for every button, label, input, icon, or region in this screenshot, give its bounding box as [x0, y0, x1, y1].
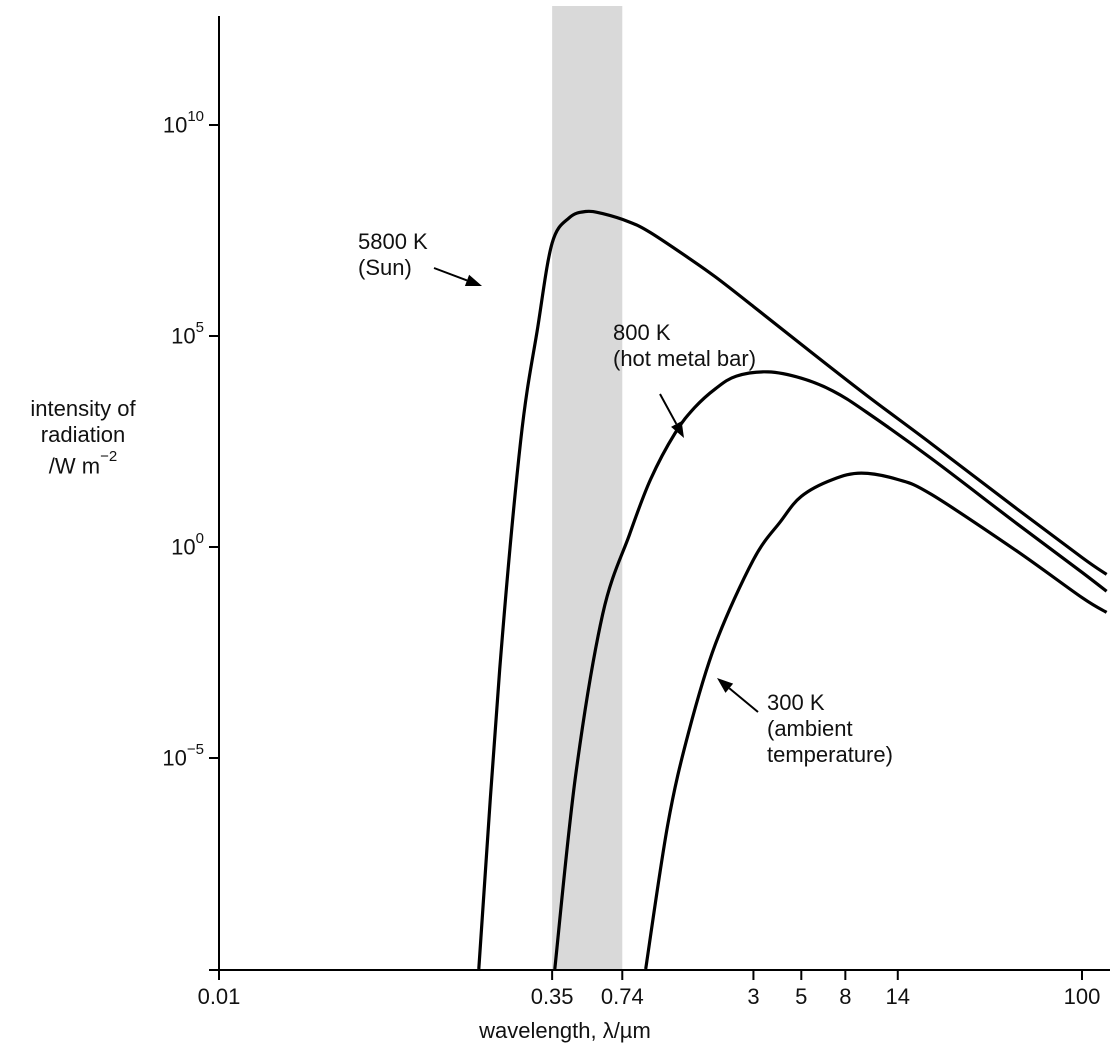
y-tick-base: 10	[171, 534, 196, 560]
annotation-5800k-temp: 5800 K	[358, 229, 428, 254]
x-tick-label: 3	[747, 984, 760, 1009]
y-tick-marks	[209, 124, 219, 759]
y-tick-exponent: −5	[186, 741, 204, 758]
annotation-800k-temp: 800 K	[613, 320, 671, 345]
x-tick-label: 8	[839, 984, 852, 1009]
arrow-5800k	[433, 267, 482, 286]
x-tick-label: 0.74	[600, 984, 644, 1009]
annotation-300k-desc-2: temperature)	[767, 742, 893, 767]
x-tick-label: 100	[1063, 984, 1101, 1009]
curve-800k	[553, 370, 1108, 970]
y-axis-unit-exponent: −2	[100, 448, 118, 465]
y-tick-label: 10−5	[120, 740, 204, 771]
annotation-arrows	[433, 267, 759, 713]
y-axis-label-line-3: /W m−2	[4, 448, 162, 479]
y-tick-label: 100	[120, 529, 204, 560]
x-tick-label: 14	[885, 984, 911, 1009]
y-tick-base: 10	[162, 112, 188, 138]
y-tick-exponent: 10	[187, 108, 204, 125]
curves-group	[477, 209, 1108, 970]
annotation-5800k-desc: (Sun)	[358, 255, 412, 280]
y-tick-label: 1010	[120, 107, 204, 138]
y-tick-exponent: 0	[195, 530, 204, 547]
x-axis-label: wavelength, λ/µm	[479, 1018, 651, 1043]
curve-300k	[644, 471, 1108, 970]
y-axis-unit: /W m	[48, 453, 101, 479]
y-axis-label-line-2: radiation	[40, 422, 126, 447]
y-tick-exponent: 5	[195, 319, 204, 336]
x-tick-marks	[218, 970, 1083, 980]
y-tick-base: 10	[162, 745, 187, 771]
annotation-300k: 300 K (ambient temperature)	[767, 690, 893, 768]
arrow-800k	[659, 393, 684, 438]
y-axis-label-line-1: intensity of	[30, 396, 136, 421]
curve-5800k	[477, 209, 1108, 970]
annotation-800k-desc: (hot metal bar)	[613, 346, 757, 371]
x-tick-label: 0.35	[530, 984, 574, 1009]
x-tick-label: 0.01	[197, 984, 241, 1009]
arrow-300k	[717, 678, 759, 713]
y-tick-base: 10	[171, 323, 196, 349]
visible-spectrum-band	[552, 6, 623, 970]
annotation-300k-temp: 300 K	[767, 690, 825, 715]
y-tick-label: 105	[120, 318, 204, 349]
annotation-5800k: 5800 K (Sun)	[358, 229, 428, 281]
y-axis-label: intensity of radiation /W m−2	[4, 396, 162, 479]
x-tick-label: 5	[795, 984, 808, 1009]
annotation-800k: 800 K (hot metal bar)	[613, 320, 756, 372]
annotation-300k-desc-1: (ambient	[767, 716, 853, 741]
